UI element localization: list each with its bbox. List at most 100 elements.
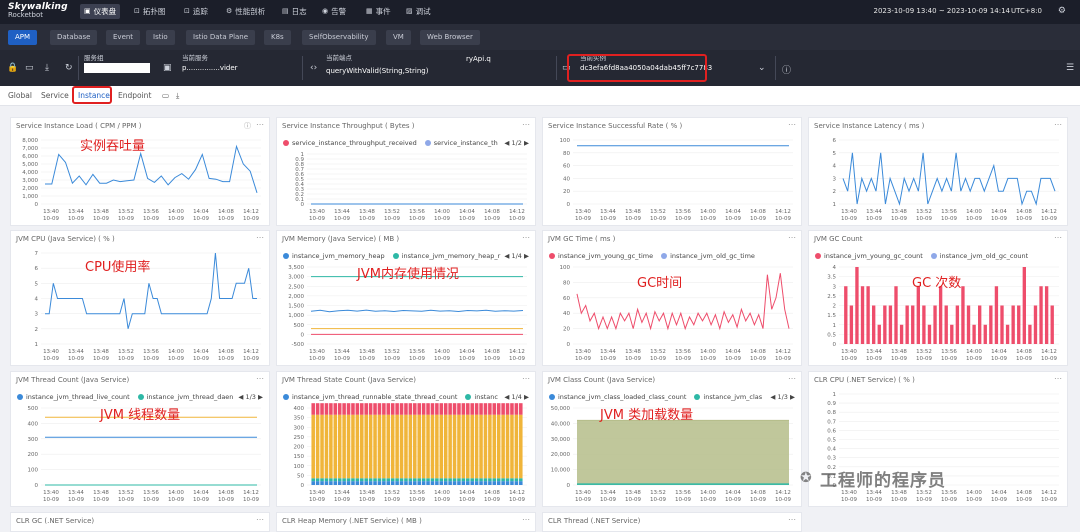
legend-item[interactable]: instance_jvm_clas — [694, 393, 762, 401]
lock-icon[interactable]: 🔒 — [7, 63, 19, 73]
layer-tab-4[interactable]: Istio Data Plane — [186, 30, 256, 45]
x-tick-label: 13:48 — [891, 490, 907, 496]
layer-tab-7[interactable]: VM — [386, 30, 411, 45]
nav-item-1[interactable]: ⊡ 拓扑图 — [130, 4, 169, 19]
stacked-bar-segment — [488, 481, 492, 485]
endpoint-selector[interactable]: 当前端点 ryApi.q queryWithValid(String,Strin… — [326, 54, 551, 82]
menu-toggle-icon[interactable]: ☰ — [1066, 63, 1075, 73]
y-tick-label: 2,000 — [22, 186, 38, 192]
x-tick-label: 13:48 — [93, 209, 109, 215]
stacked-bar-segment — [368, 481, 373, 485]
legend-item[interactable]: instanc — [465, 393, 498, 401]
legend-pager[interactable]: ◀ 1/3 ▶ — [235, 393, 263, 401]
x-tick-date: 10-09 — [775, 497, 791, 503]
legend-pager[interactable]: ◀ 1/3 ▶ — [767, 393, 795, 401]
widget-w4: Service Instance Latency ( ms ) ⋯ 6 5 4 3 2 1 13… — [808, 117, 1068, 226]
folder-icon[interactable]: ▭ — [162, 91, 170, 100]
x-tick-date: 10-09 — [775, 356, 791, 362]
legend-item[interactable]: instance_jvm_old_gc_count — [930, 252, 1028, 260]
widget-menu-icon[interactable]: ⋯ — [788, 374, 796, 383]
chevron-down-icon[interactable]: ⌄ — [758, 63, 766, 73]
folder-icon[interactable]: ▭ — [25, 63, 34, 73]
legend-item[interactable]: instance_jvm_memory_heap — [283, 252, 385, 260]
settings-icon[interactable]: ⚙ — [1057, 6, 1066, 16]
layer-tab-6[interactable]: SelfObservability — [302, 30, 376, 45]
legend-item[interactable]: instance_jvm_memory_heap_r — [392, 252, 500, 260]
layer-tab-1[interactable]: Database — [50, 30, 98, 45]
bar — [860, 286, 865, 344]
legend-item[interactable]: instance_jvm_class_loaded_class_count — [549, 393, 686, 401]
x-tick-date: 10-09 — [841, 216, 857, 222]
legend-item[interactable]: service_instance_th — [424, 139, 498, 147]
tab-global[interactable]: Global — [8, 91, 32, 100]
stacked-bar-segment — [399, 481, 404, 485]
info-icon[interactable]: ⓘ — [782, 66, 792, 76]
download-icon[interactable]: ⤓ — [45, 63, 49, 73]
bar — [883, 305, 887, 344]
divider — [556, 56, 557, 80]
y-tick-label: 4,000 — [22, 170, 38, 176]
nav-item-5[interactable]: ◉ 告警 — [318, 4, 350, 19]
nav-item-6[interactable]: ▦ 事件 — [362, 4, 395, 19]
tab-endpoint[interactable]: Endpoint — [118, 91, 152, 100]
nav-item-0[interactable]: ▣ 仪表盘 — [80, 4, 121, 19]
legend-item[interactable]: instance_jvm_thread_runnable_state_threa… — [283, 393, 457, 401]
widget-menu-icon[interactable]: ⋯ — [1054, 120, 1062, 129]
nav-item-7[interactable]: ▨ 调试 — [402, 4, 435, 19]
legend-page-label: 1/2 — [511, 139, 522, 147]
y-tick-label: 100 — [28, 468, 39, 474]
widget-menu-icon[interactable]: ⋯ — [1054, 374, 1062, 383]
refresh-icon[interactable]: ↻ — [65, 63, 73, 73]
widget-menu-icon[interactable]: ⋯ — [522, 374, 530, 383]
layer-tab-0[interactable]: APM — [8, 30, 38, 45]
nav-item-2[interactable]: ⊡ 追踪 — [180, 4, 212, 19]
stacked-bar-segment — [452, 403, 457, 415]
x-tick-label: 14:08 — [484, 490, 500, 496]
widget-menu-icon[interactable]: ⋯ — [256, 120, 264, 129]
widget-menu-icon[interactable]: ⋯ — [788, 120, 796, 129]
widget-menu-icon[interactable]: ⋯ — [522, 515, 530, 524]
timezone-label[interactable]: UTC+8:0 — [1010, 7, 1042, 15]
layer-tab-8[interactable]: Web Browser — [420, 30, 480, 45]
download-icon[interactable]: ⤓ — [176, 91, 180, 100]
legend-pager[interactable]: ◀ 1/4 ▶ — [501, 252, 529, 260]
widget-menu-icon[interactable]: ⋯ — [788, 233, 796, 242]
layer-tab-5[interactable]: K8s — [264, 30, 291, 45]
widget-menu-icon[interactable]: ⋯ — [256, 374, 264, 383]
x-tick-date: 10-09 — [68, 216, 84, 222]
bar — [1000, 305, 1004, 344]
chart-svg: 10.90.80.70.60.50.40.30.20.1013:4010-091… — [827, 392, 1059, 503]
legend-dot-icon — [283, 394, 289, 400]
stacked-bar-segment — [386, 414, 391, 479]
time-range-display[interactable]: 2023-10-09 13:40 ~ 2023-10-09 14:14 — [873, 7, 1010, 15]
x-tick-label: 13:40 — [575, 349, 591, 355]
widget-menu-icon[interactable]: ⋯ — [1054, 233, 1062, 242]
widget-menu-icon[interactable]: ⋯ — [788, 515, 796, 524]
legend-item[interactable]: instance_jvm_young_gc_count — [815, 252, 923, 260]
info-icon[interactable]: ⓘ — [244, 122, 251, 130]
layer-tab-2[interactable]: Event — [106, 30, 141, 45]
legend-pager[interactable]: ◀ 1/2 ▶ — [501, 139, 529, 147]
widget-menu-icon[interactable]: ⋯ — [256, 233, 264, 242]
widget-menu-icon[interactable]: ⋯ — [522, 120, 530, 129]
legend-item[interactable]: instance_jvm_old_gc_time — [661, 252, 755, 260]
stacked-bar-segment — [439, 478, 444, 482]
legend-item[interactable]: instance_jvm_young_gc_time — [549, 252, 653, 260]
legend-pager[interactable]: ◀ 1/4 ▶ — [501, 393, 529, 401]
instance-selector[interactable]: 当前实例 dc3efa6fd8aa4050a04dab45ff7c7783 — [580, 54, 760, 82]
tab-instance[interactable]: Instance — [78, 91, 110, 100]
legend-item[interactable]: instance_jvm_thread_daen — [137, 393, 233, 401]
legend-item[interactable]: service_instance_throughput_received — [283, 139, 417, 147]
x-tick-label: 14:04 — [725, 209, 741, 215]
nav-item-4[interactable]: ▤ 日志 — [278, 4, 311, 19]
widget-menu-icon[interactable]: ⋯ — [522, 233, 530, 242]
legend-item[interactable]: instance_jvm_thread_live_count — [17, 393, 130, 401]
tab-service[interactable]: Service — [41, 91, 69, 100]
current-service-selector[interactable]: 当前服务 p...............vider — [182, 54, 297, 82]
nav-item-3[interactable]: ⚙ 性能剖析 — [222, 4, 269, 19]
layer-tab-3[interactable]: Istio — [146, 30, 175, 45]
service-group-selector[interactable]: 服务组 — [84, 54, 154, 82]
widget-menu-icon[interactable]: ⋯ — [256, 515, 264, 524]
x-tick-date: 10-09 — [359, 497, 375, 503]
app-logo[interactable]: Skywalking Rocketbot — [8, 3, 68, 20]
